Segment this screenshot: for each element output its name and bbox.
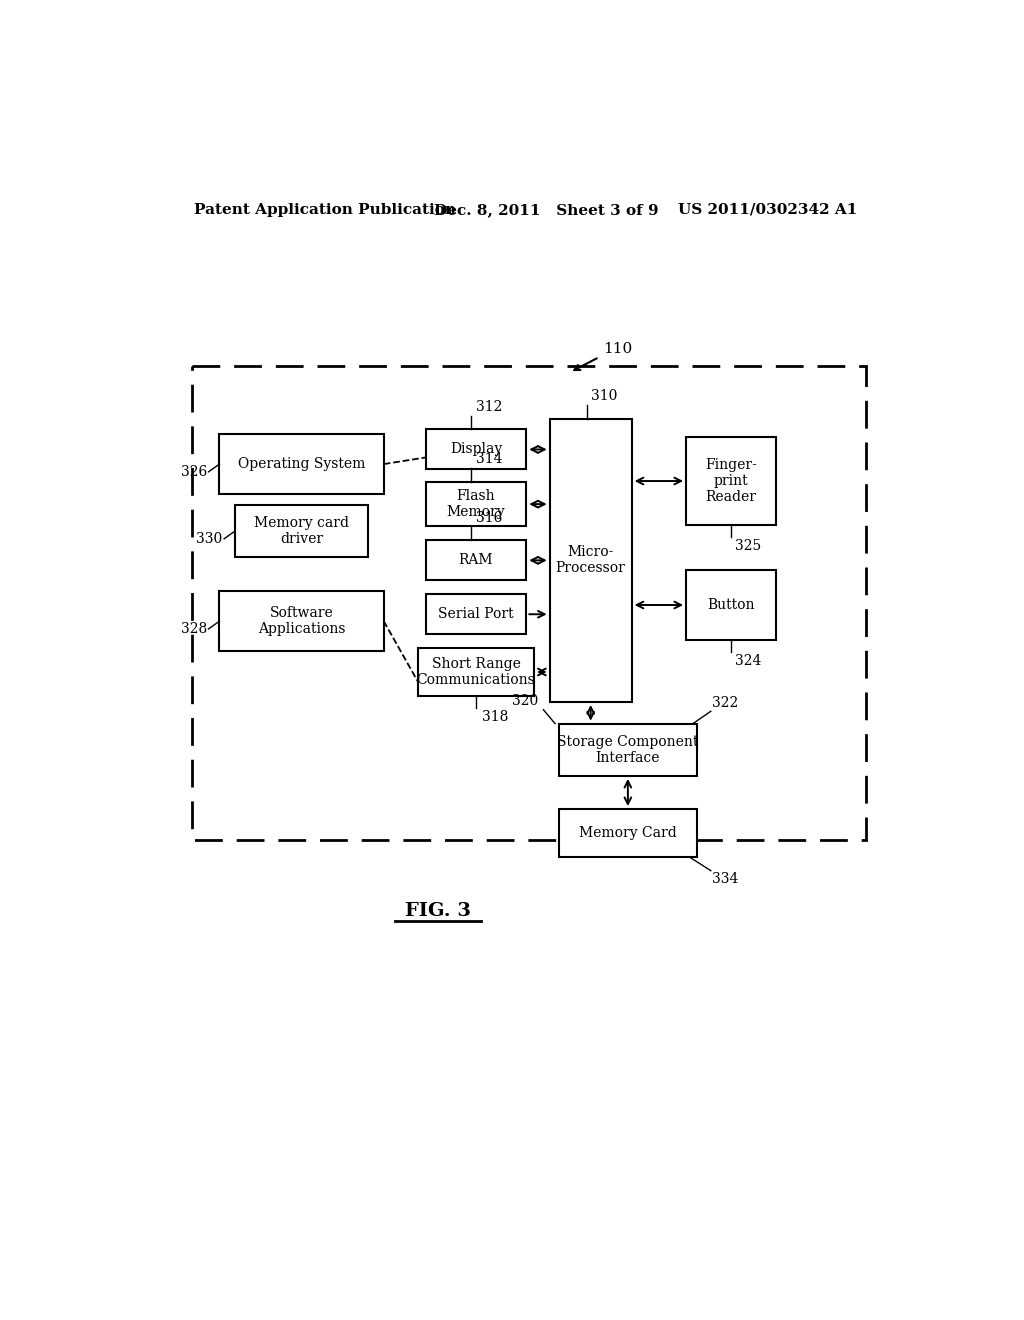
- Text: Button: Button: [708, 598, 755, 612]
- Bar: [686, 570, 776, 640]
- Bar: [234, 506, 369, 557]
- Text: Dec. 8, 2011   Sheet 3 of 9: Dec. 8, 2011 Sheet 3 of 9: [434, 203, 658, 216]
- Text: Flash
Memory: Flash Memory: [446, 488, 505, 519]
- Text: 324: 324: [735, 653, 762, 668]
- Text: Finger-
print
Reader: Finger- print Reader: [705, 458, 757, 504]
- Bar: [426, 482, 526, 527]
- Text: Memory card
driver: Memory card driver: [254, 516, 349, 546]
- Bar: [219, 591, 384, 651]
- Text: Memory Card: Memory Card: [579, 826, 677, 840]
- Text: 310: 310: [591, 389, 617, 404]
- Text: 312: 312: [476, 400, 503, 414]
- Text: 318: 318: [481, 710, 508, 723]
- Text: 316: 316: [476, 511, 503, 525]
- Text: Software
Applications: Software Applications: [258, 606, 345, 636]
- Bar: [559, 723, 697, 776]
- Text: RAM: RAM: [459, 553, 494, 568]
- Text: Serial Port: Serial Port: [438, 607, 514, 622]
- Text: 328: 328: [181, 622, 207, 636]
- Bar: [550, 418, 632, 702]
- Text: 334: 334: [713, 873, 738, 886]
- Text: 320: 320: [512, 694, 539, 708]
- Text: Operating System: Operating System: [238, 457, 366, 471]
- Bar: [418, 648, 535, 696]
- Text: FIG. 3: FIG. 3: [406, 903, 471, 920]
- Text: Short Range
Communications: Short Range Communications: [417, 657, 536, 688]
- Bar: [559, 809, 697, 857]
- Bar: [686, 437, 776, 525]
- Bar: [219, 434, 384, 494]
- Text: US 2011/0302342 A1: US 2011/0302342 A1: [678, 203, 858, 216]
- Text: Patent Application Publication: Patent Application Publication: [194, 203, 456, 216]
- Bar: [426, 594, 526, 635]
- Text: 314: 314: [476, 453, 503, 466]
- Text: Display: Display: [450, 442, 502, 457]
- Text: 322: 322: [713, 696, 738, 710]
- Text: 326: 326: [181, 465, 207, 479]
- Text: Storage Component
Interface: Storage Component Interface: [557, 735, 698, 764]
- Text: Micro-
Processor: Micro- Processor: [556, 545, 626, 576]
- Text: 325: 325: [735, 539, 762, 553]
- Bar: [426, 429, 526, 470]
- Text: 110: 110: [603, 342, 633, 355]
- Bar: [191, 367, 866, 840]
- Bar: [426, 540, 526, 581]
- Text: 330: 330: [197, 532, 222, 545]
